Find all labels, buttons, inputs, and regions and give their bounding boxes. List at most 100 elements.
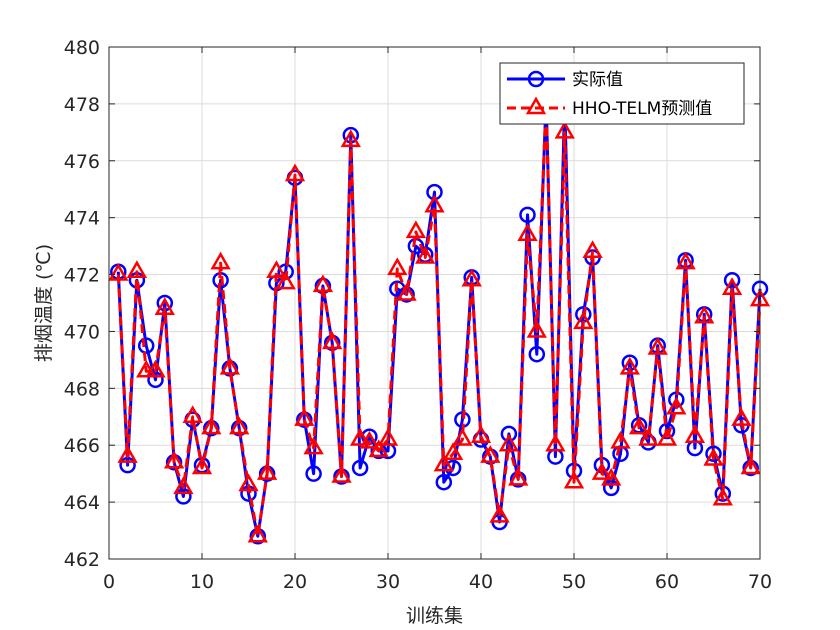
- x-tick-label: 0: [103, 571, 115, 593]
- data-point: [666, 396, 687, 415]
- data-point: [145, 359, 166, 378]
- y-tick-label: 462: [64, 549, 100, 571]
- data-point: [602, 479, 620, 497]
- data-point: [154, 297, 175, 315]
- data-point: [294, 408, 315, 426]
- data-point: [266, 260, 287, 278]
- plot-frame: [108, 46, 761, 560]
- data-point: [619, 356, 640, 375]
- legend-label-predicted: HHO-TELM预测值: [572, 99, 712, 119]
- data-point: [108, 263, 129, 281]
- data-point: [480, 445, 501, 463]
- data-point: [731, 408, 752, 426]
- data-point: [656, 428, 678, 446]
- y-tick-label: 480: [64, 37, 100, 59]
- data-point: [694, 305, 715, 324]
- data-point: [247, 524, 268, 543]
- data-point: [173, 476, 194, 495]
- y-tick-label: 470: [64, 321, 100, 343]
- y-tick-label: 466: [64, 435, 100, 457]
- data-point: [147, 371, 164, 389]
- data-point: [312, 274, 334, 293]
- data-point: [528, 345, 546, 363]
- legend-marker-actual: [527, 70, 545, 88]
- data-point: [175, 488, 192, 505]
- data-point: [498, 433, 520, 452]
- x-tick-label: 50: [562, 571, 586, 593]
- data-point: [433, 453, 454, 472]
- data-point: [573, 311, 594, 330]
- data-point: [322, 331, 343, 350]
- data-point: [500, 425, 518, 443]
- data-point: [210, 251, 231, 270]
- legend-label-actual: 实际值: [572, 70, 623, 90]
- data-point: [712, 487, 733, 506]
- data-point: [582, 240, 603, 259]
- data-point: [117, 445, 138, 463]
- legend-marker-predicted: [525, 96, 547, 115]
- data-point: [703, 447, 724, 466]
- x-tick-label: 20: [283, 571, 307, 593]
- data-point: [723, 271, 741, 289]
- data-point: [387, 257, 408, 276]
- y-tick-label: 468: [64, 378, 100, 400]
- data-point: [740, 456, 761, 475]
- data-point: [275, 271, 296, 290]
- data-point: [675, 251, 696, 270]
- data-point: [444, 459, 462, 477]
- axis-ticks: 0 10 20 30 40 50 60 70 462 464 466 468 470 472 474 476 4…: [64, 37, 772, 593]
- data-point: [705, 445, 722, 463]
- data-point: [126, 260, 148, 278]
- data-point: [405, 220, 427, 239]
- data-point: [219, 356, 241, 375]
- data-point: [415, 245, 436, 264]
- data-point: [284, 163, 306, 182]
- data-point: [349, 428, 371, 446]
- data-point: [201, 416, 222, 435]
- y-tick-label: 464: [64, 492, 100, 514]
- data-point: [545, 433, 566, 452]
- legend: 实际值 HHO-TELM预测值: [499, 62, 745, 125]
- x-axis-label: 训练集: [406, 605, 463, 627]
- data-point: [137, 337, 155, 354]
- data-point: [526, 319, 547, 338]
- data-point: [305, 465, 322, 482]
- data-point: [508, 467, 529, 486]
- data-point: [601, 467, 622, 486]
- x-tick-label: 10: [190, 571, 214, 593]
- y-tick-label: 472: [64, 265, 100, 287]
- data-point: [563, 470, 585, 489]
- data-point: [519, 206, 536, 224]
- series-layer: [108, 89, 771, 545]
- data-point: [368, 439, 389, 458]
- x-tick-label: 30: [376, 571, 400, 593]
- data-point: [591, 462, 613, 480]
- data-point: [303, 436, 324, 455]
- data-point: [238, 473, 259, 492]
- x-tick-label: 70: [748, 571, 772, 593]
- data-point: [628, 416, 650, 435]
- data-point: [229, 416, 250, 435]
- data-point: [331, 464, 352, 483]
- data-point: [442, 442, 464, 461]
- y-tick-label: 474: [64, 208, 100, 230]
- data-point: [435, 473, 453, 491]
- data-point: [721, 277, 743, 296]
- data-point: [647, 336, 668, 355]
- data-point: [517, 223, 538, 241]
- data-point: [461, 268, 482, 287]
- data-point: [554, 120, 575, 139]
- data-point: [351, 459, 369, 477]
- data-point: [377, 428, 399, 446]
- x-tick-label: 60: [655, 571, 679, 593]
- data-point: [396, 282, 417, 301]
- data-point: [470, 425, 492, 443]
- data-point: [424, 194, 445, 213]
- y-tick-label: 476: [64, 151, 100, 173]
- data-point: [638, 428, 659, 446]
- data-point: [191, 456, 213, 475]
- y-axis-label: 排烟温度 (℃): [33, 244, 55, 362]
- data-point: [340, 129, 361, 148]
- data-point: [163, 450, 185, 469]
